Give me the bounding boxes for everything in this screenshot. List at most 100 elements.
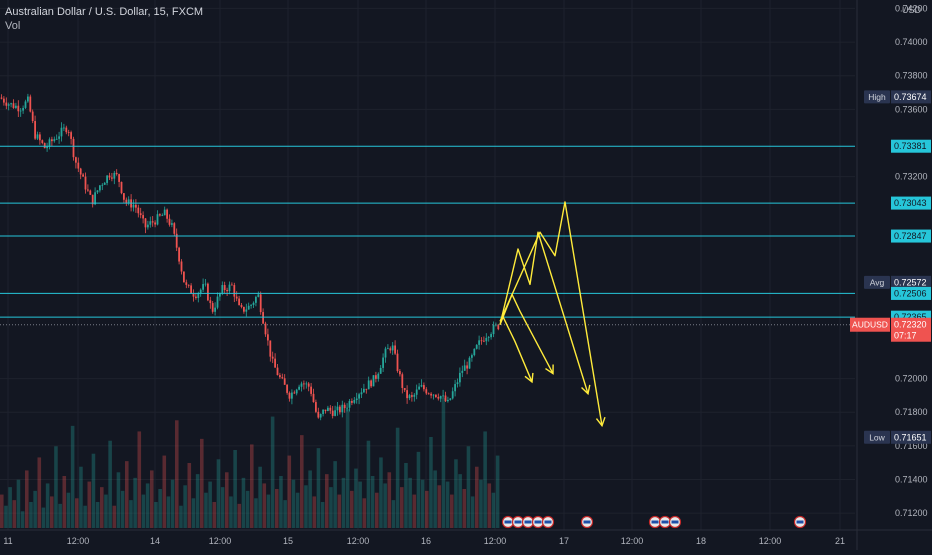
price-tag-box <box>864 275 890 289</box>
candle-body <box>274 358 276 368</box>
volume-bar <box>425 490 429 528</box>
projection-arrow[interactable] <box>499 293 554 374</box>
candle-body <box>48 139 51 147</box>
candle-body <box>101 184 104 186</box>
candle-body <box>135 204 137 208</box>
volume-bar <box>475 466 479 528</box>
x-tick-label: 15 <box>283 536 293 546</box>
candle-body <box>291 392 293 399</box>
price-value-label[interactable]: 0.72572 <box>894 277 927 287</box>
candle-body <box>310 386 312 394</box>
level-value-label[interactable]: 0.73043 <box>894 198 927 208</box>
volume-bar <box>37 457 42 528</box>
candle-body <box>144 218 147 228</box>
x-tick-label: 16 <box>421 536 431 546</box>
candle-body <box>454 384 456 392</box>
volume-bar <box>4 505 8 528</box>
price-tag-label: Low <box>869 432 885 442</box>
level-value-box <box>891 196 931 210</box>
candle-body <box>372 375 375 387</box>
event-flag-stripe <box>534 520 542 524</box>
volume-bar <box>66 492 71 528</box>
candle-body <box>60 127 63 137</box>
candle-body <box>423 385 425 390</box>
candle-body <box>209 300 212 304</box>
candle-body <box>408 395 411 399</box>
candle-body <box>137 207 140 214</box>
projection-arrow[interactable] <box>501 314 533 383</box>
y-tick-label: 0.74200 <box>895 3 928 13</box>
candle-body <box>223 285 226 291</box>
candle-body <box>235 296 238 299</box>
volume-bar <box>108 440 112 528</box>
level-value-label[interactable]: 0.72847 <box>894 231 927 241</box>
candle-body <box>286 384 288 393</box>
volume-bar <box>208 481 212 528</box>
candle-body <box>192 293 195 297</box>
volume-bar <box>429 437 433 528</box>
candle-body <box>293 392 296 394</box>
volume-label[interactable]: Vol <box>5 20 21 32</box>
volume-bar <box>12 500 17 528</box>
candle-body <box>214 307 216 312</box>
candle-body <box>343 404 346 409</box>
candle-body <box>305 383 308 385</box>
level-value-label[interactable]: 0.72365 <box>894 312 927 322</box>
candle-body <box>252 302 255 305</box>
candle-body <box>156 214 159 225</box>
candle-body <box>363 388 365 393</box>
candle-body <box>245 309 248 312</box>
candle-body <box>355 398 358 401</box>
candle-body <box>267 334 269 341</box>
volume-bar <box>212 502 217 528</box>
candle-body <box>79 168 82 175</box>
level-value-label[interactable]: 0.72506 <box>894 288 927 298</box>
candle-body <box>435 394 437 398</box>
current-price-label[interactable]: 0.72320 <box>894 320 927 330</box>
currency-label[interactable]: USD <box>902 5 922 15</box>
volume-bar <box>58 503 62 528</box>
candle-body <box>199 289 202 294</box>
candle-body <box>149 221 152 225</box>
candle-body <box>351 401 353 403</box>
candle-body <box>94 192 96 205</box>
candle-body <box>444 395 447 402</box>
volume-bar <box>487 483 492 528</box>
event-flag-stripe <box>796 520 804 524</box>
candle-body <box>163 209 166 216</box>
candle-body <box>303 383 305 385</box>
volume-bar <box>470 496 475 528</box>
symbol-title[interactable]: Australian Dollar / U.S. Dollar, 15, FXC… <box>5 6 204 18</box>
candle-body <box>360 392 363 395</box>
volume-bar <box>366 440 371 528</box>
candle-body <box>19 110 22 112</box>
candle-body <box>437 397 440 399</box>
volume-bar <box>333 461 337 528</box>
projection-arrow-head <box>581 384 591 396</box>
event-flag-stripe <box>661 520 669 524</box>
projection-arrow[interactable] <box>499 201 603 426</box>
volume-bar <box>437 485 442 528</box>
volume-bar <box>404 463 408 528</box>
volume-bar <box>50 496 54 528</box>
candle-body <box>418 386 420 390</box>
candle-body <box>31 111 34 122</box>
volume-bar <box>379 457 383 528</box>
event-flag-stripe <box>671 520 679 524</box>
level-value-label[interactable]: 0.73381 <box>894 141 927 151</box>
candle-body <box>264 323 267 335</box>
candle-body <box>279 375 281 378</box>
candle-body <box>168 218 171 225</box>
volume-bar <box>183 485 187 528</box>
candle-body <box>75 157 77 163</box>
price-value-label[interactable]: 0.71651 <box>894 432 927 442</box>
price-value-label[interactable]: 0.73674 <box>894 92 927 102</box>
price-tag-label: High <box>868 92 886 102</box>
volume-bar <box>387 472 392 528</box>
candle-body <box>483 340 485 342</box>
volume-bar <box>87 481 92 528</box>
candle-body <box>43 143 46 149</box>
projection-arrow[interactable] <box>499 231 589 394</box>
